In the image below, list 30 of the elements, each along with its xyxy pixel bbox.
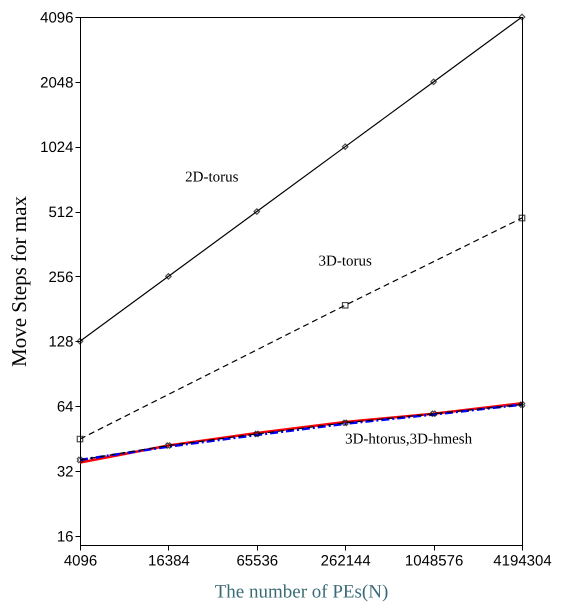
y-tick-label: 2048 bbox=[40, 74, 74, 92]
annotation: 3D-htorus,3D-hmesh bbox=[345, 432, 473, 448]
point bbox=[165, 273, 172, 280]
annotation: 2D-torus bbox=[185, 170, 239, 186]
y-axis-title: Move Steps for max bbox=[7, 196, 32, 367]
y-tick-label: 4096 bbox=[40, 10, 74, 26]
y-tick-label: 512 bbox=[48, 204, 74, 222]
point bbox=[430, 78, 437, 86]
x-tick-label: 1048576 bbox=[404, 552, 464, 570]
point bbox=[430, 410, 437, 418]
point bbox=[253, 430, 260, 438]
x-axis-title: The number of PEs(N) bbox=[214, 582, 388, 602]
annotation: 3D-torus bbox=[318, 253, 372, 270]
point bbox=[518, 401, 526, 408]
y-tick-label: 64 bbox=[56, 398, 74, 416]
point bbox=[76, 456, 84, 464]
x-tick-label: 262144 bbox=[320, 552, 371, 570]
y-tick-label: 256 bbox=[48, 268, 74, 286]
y-tick-label: 16 bbox=[56, 528, 74, 546]
y-tick-label: 128 bbox=[48, 334, 74, 351]
point bbox=[342, 143, 349, 150]
y-tick-label: 1024 bbox=[40, 139, 74, 156]
point bbox=[342, 420, 349, 426]
point bbox=[76, 436, 84, 442]
x-tick-label: 16384 bbox=[148, 552, 190, 570]
point bbox=[165, 442, 172, 449]
x-tick-label: 4194304 bbox=[493, 552, 552, 570]
point bbox=[253, 208, 260, 215]
y-tick-label: 32 bbox=[56, 463, 74, 480]
x-tick-label: 65536 bbox=[236, 552, 278, 570]
